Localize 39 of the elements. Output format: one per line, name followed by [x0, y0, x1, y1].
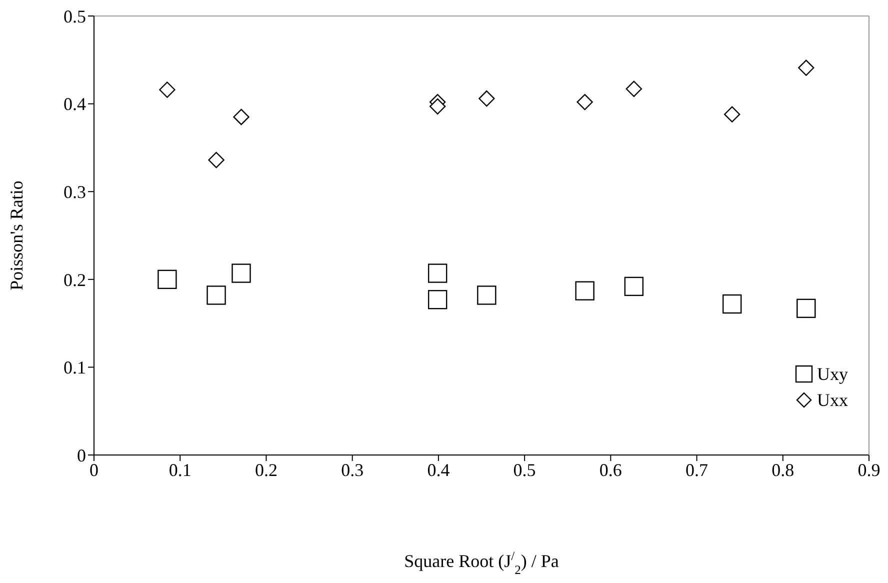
- point: [724, 106, 740, 122]
- point: [208, 152, 224, 168]
- x-tick-label: 0.1: [168, 460, 192, 480]
- legend-label: Uxx: [817, 390, 848, 410]
- x-axis-title: Square Root (J$^{/}$$_{2}$) / Pa: [404, 549, 559, 577]
- point: [478, 90, 495, 107]
- point: [206, 286, 226, 305]
- y-tick-label: 0.5: [64, 6, 86, 26]
- y-tick-label: 0.1: [64, 358, 86, 378]
- point: [233, 108, 250, 126]
- point: [624, 276, 644, 296]
- x-tick-label: 0.4: [427, 460, 450, 480]
- y-tick-label: 0: [77, 445, 86, 466]
- point: [428, 290, 448, 310]
- y-tick-label: 0.4: [64, 94, 86, 114]
- point: [477, 286, 496, 305]
- legend-label: Uxy: [817, 364, 848, 384]
- x-tick-label: 0.8: [772, 460, 794, 480]
- point: [576, 94, 593, 110]
- point: [798, 60, 814, 76]
- y-tick-label: 0.2: [64, 270, 86, 290]
- point: [575, 281, 594, 300]
- x-tick-label: 0: [90, 460, 98, 480]
- point: [158, 270, 177, 289]
- x-tick-label: 0.9: [858, 460, 880, 480]
- x-tick-label: 0.3: [341, 460, 364, 480]
- y-axis-title: Poisson's Ratio: [6, 180, 26, 290]
- x-tick-label: 0.5: [513, 460, 536, 480]
- x-tick-label: 0.6: [599, 460, 622, 480]
- point: [232, 264, 251, 283]
- x-tick-label: 0.7: [686, 460, 708, 480]
- point: [722, 294, 742, 314]
- x-tick-label: 0.2: [254, 460, 278, 480]
- y-tick-label: 0.3: [64, 182, 86, 202]
- point: [626, 80, 642, 97]
- point: [428, 264, 448, 283]
- point: [429, 98, 446, 115]
- point: [796, 298, 816, 318]
- point: [159, 82, 176, 98]
